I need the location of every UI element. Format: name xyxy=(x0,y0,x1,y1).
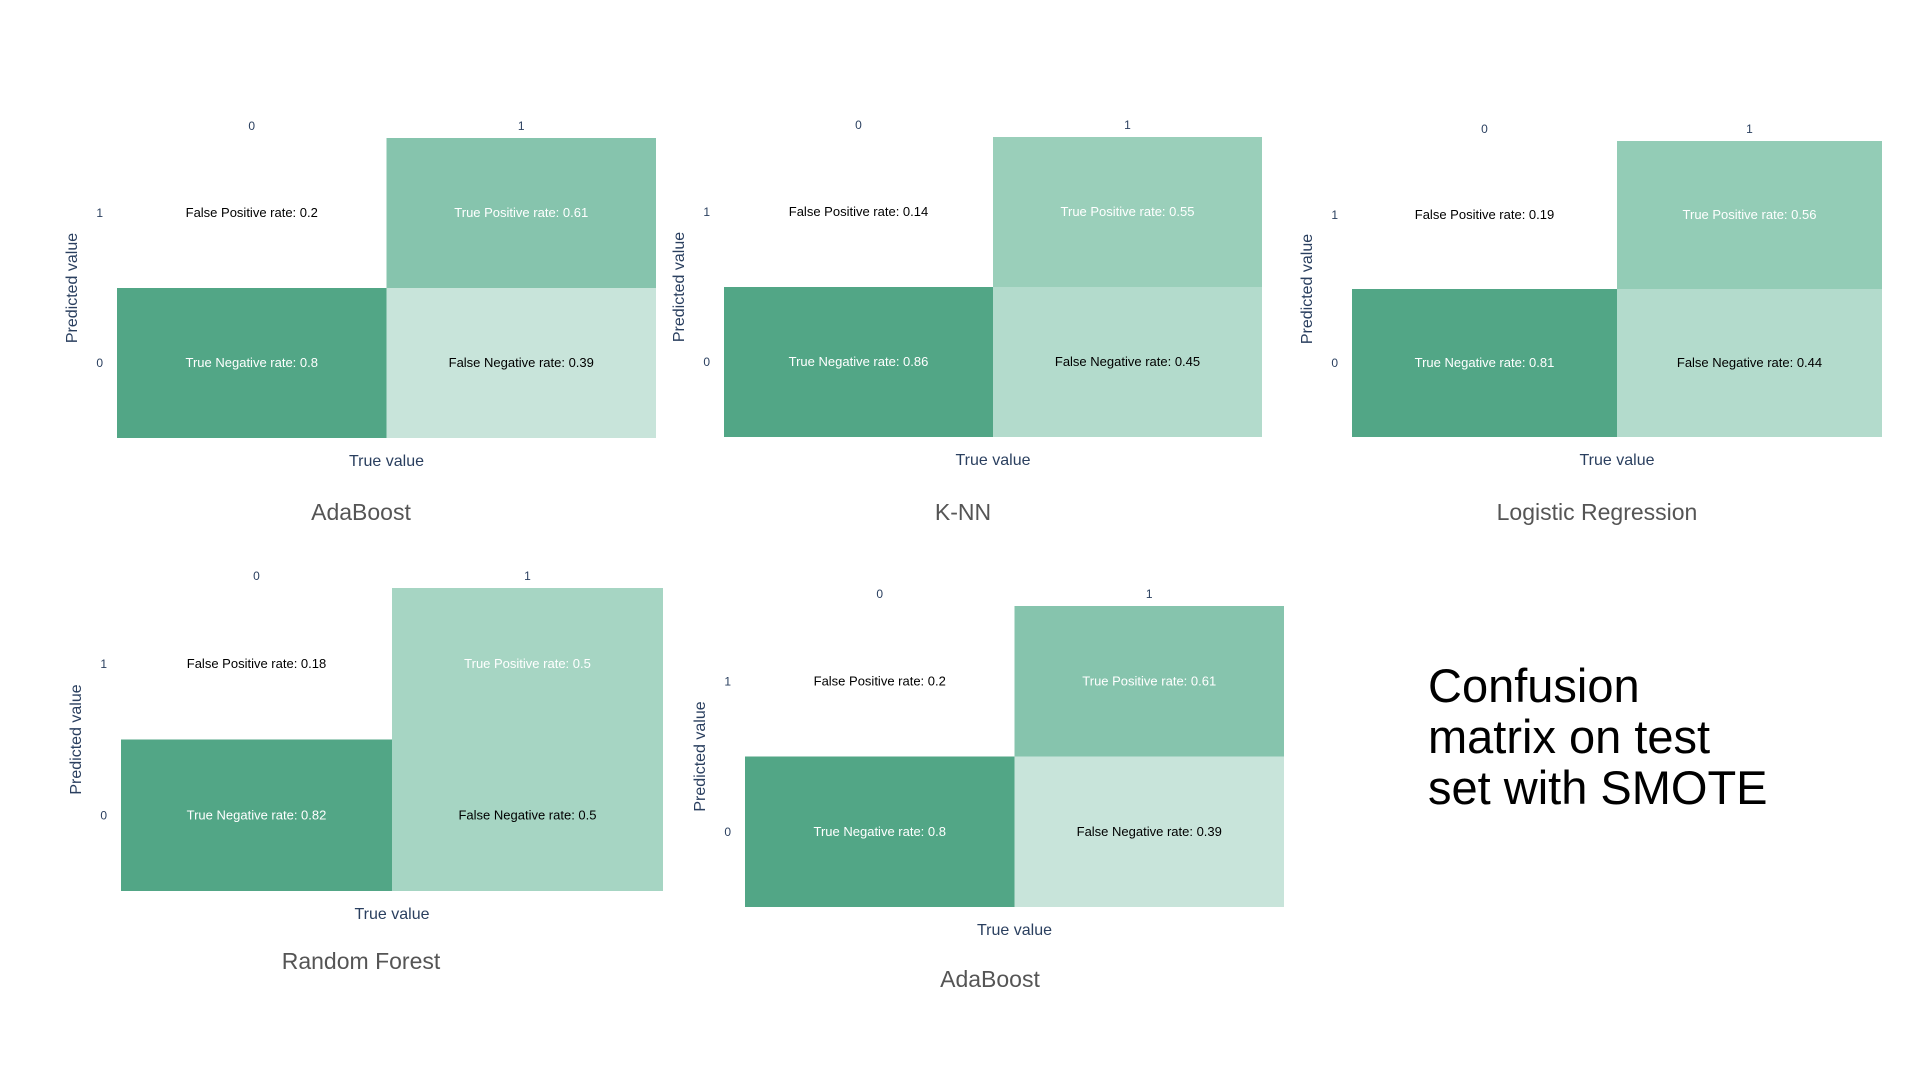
x-axis-title: True value xyxy=(355,906,430,923)
matrix-cell xyxy=(1014,756,1284,907)
cell-label: True Positive rate: 0.61 xyxy=(454,205,588,220)
matrix-cell xyxy=(993,137,1262,287)
x-tick-label: 0 xyxy=(253,569,260,583)
chart-caption: Random Forest xyxy=(281,948,441,974)
y-tick-label: 0 xyxy=(96,356,103,370)
matrix-cell xyxy=(1014,606,1284,757)
y-tick-label: 1 xyxy=(1331,208,1338,222)
matrix-cell xyxy=(386,288,656,438)
y-tick-label: 1 xyxy=(96,206,103,220)
cell-label: False Positive rate: 0.14 xyxy=(789,204,928,219)
matrix-cell xyxy=(724,287,993,437)
x-tick-label: 1 xyxy=(524,569,531,583)
y-axis-title: Predicted value xyxy=(1299,234,1316,344)
chart-caption: AdaBoost xyxy=(311,499,411,525)
cell-label: False Negative rate: 0.39 xyxy=(1077,824,1222,839)
cell-label: False Positive rate: 0.2 xyxy=(814,673,946,688)
cell-label: False Negative rate: 0.45 xyxy=(1055,354,1200,369)
chart-caption: AdaBoost xyxy=(940,966,1040,992)
y-tick-label: 0 xyxy=(703,355,710,369)
x-tick-label: 0 xyxy=(855,118,862,132)
cell-label: True Positive rate: 0.5 xyxy=(464,656,591,671)
matrix-cell xyxy=(117,288,387,438)
cell-label: True Positive rate: 0.61 xyxy=(1082,673,1216,688)
y-tick-label: 0 xyxy=(724,825,731,839)
matrix-cell xyxy=(1352,289,1617,437)
y-tick-label: 1 xyxy=(724,674,731,688)
x-tick-label: 1 xyxy=(518,119,525,133)
matrix-cell xyxy=(1352,141,1617,289)
chart-caption: K-NN xyxy=(934,499,992,525)
y-axis-title: Predicted value xyxy=(68,684,85,794)
x-tick-label: 0 xyxy=(1481,122,1488,136)
matrix-cell xyxy=(1617,141,1882,289)
x-tick-label: 0 xyxy=(248,119,255,133)
y-axis-title: Predicted value xyxy=(671,232,688,342)
cell-label: False Positive rate: 0.18 xyxy=(187,656,326,671)
y-tick-label: 1 xyxy=(100,657,107,671)
x-tick-label: 1 xyxy=(1746,122,1753,136)
matrix-cell xyxy=(724,137,993,287)
cell-label: False Positive rate: 0.19 xyxy=(1415,207,1554,222)
cell-label: True Negative rate: 0.8 xyxy=(186,355,318,370)
slide-title: Confusion matrix on test set with SMOTE xyxy=(1428,659,1768,814)
matrix-cell xyxy=(993,287,1262,437)
cell-label: True Negative rate: 0.8 xyxy=(814,824,946,839)
matrix-cell xyxy=(121,588,392,740)
cell-label: True Negative rate: 0.86 xyxy=(789,354,929,369)
cell-label: False Positive rate: 0.2 xyxy=(186,205,318,220)
y-tick-label: 0 xyxy=(1331,356,1338,370)
cell-label: True Positive rate: 0.55 xyxy=(1061,204,1195,219)
y-axis-title: Predicted value xyxy=(64,233,81,343)
x-tick-label: 1 xyxy=(1146,587,1153,601)
x-axis-title: True value xyxy=(977,922,1052,939)
x-axis-title: True value xyxy=(349,453,424,470)
matrix-cell xyxy=(1617,289,1882,437)
cell-label: False Negative rate: 0.44 xyxy=(1677,355,1822,370)
matrix-cell xyxy=(392,739,663,891)
cell-label: False Negative rate: 0.5 xyxy=(458,807,596,822)
x-axis-title: True value xyxy=(1580,452,1655,469)
matrix-cell xyxy=(392,588,663,740)
chart-caption: Logistic Regression xyxy=(1496,499,1698,525)
cell-label: True Positive rate: 0.56 xyxy=(1683,207,1817,222)
matrix-cell xyxy=(117,138,387,288)
cell-label: True Negative rate: 0.82 xyxy=(187,807,327,822)
matrix-cell xyxy=(745,756,1015,907)
x-axis-title: True value xyxy=(956,452,1031,469)
y-tick-label: 1 xyxy=(703,205,710,219)
y-tick-label: 0 xyxy=(100,808,107,822)
matrix-cell xyxy=(386,138,656,288)
matrix-cell xyxy=(121,739,392,891)
y-axis-title: Predicted value xyxy=(692,701,709,811)
x-tick-label: 0 xyxy=(876,587,883,601)
cell-label: True Negative rate: 0.81 xyxy=(1415,355,1555,370)
cell-label: False Negative rate: 0.39 xyxy=(449,355,594,370)
matrix-cell xyxy=(745,606,1015,757)
x-tick-label: 1 xyxy=(1124,118,1131,132)
